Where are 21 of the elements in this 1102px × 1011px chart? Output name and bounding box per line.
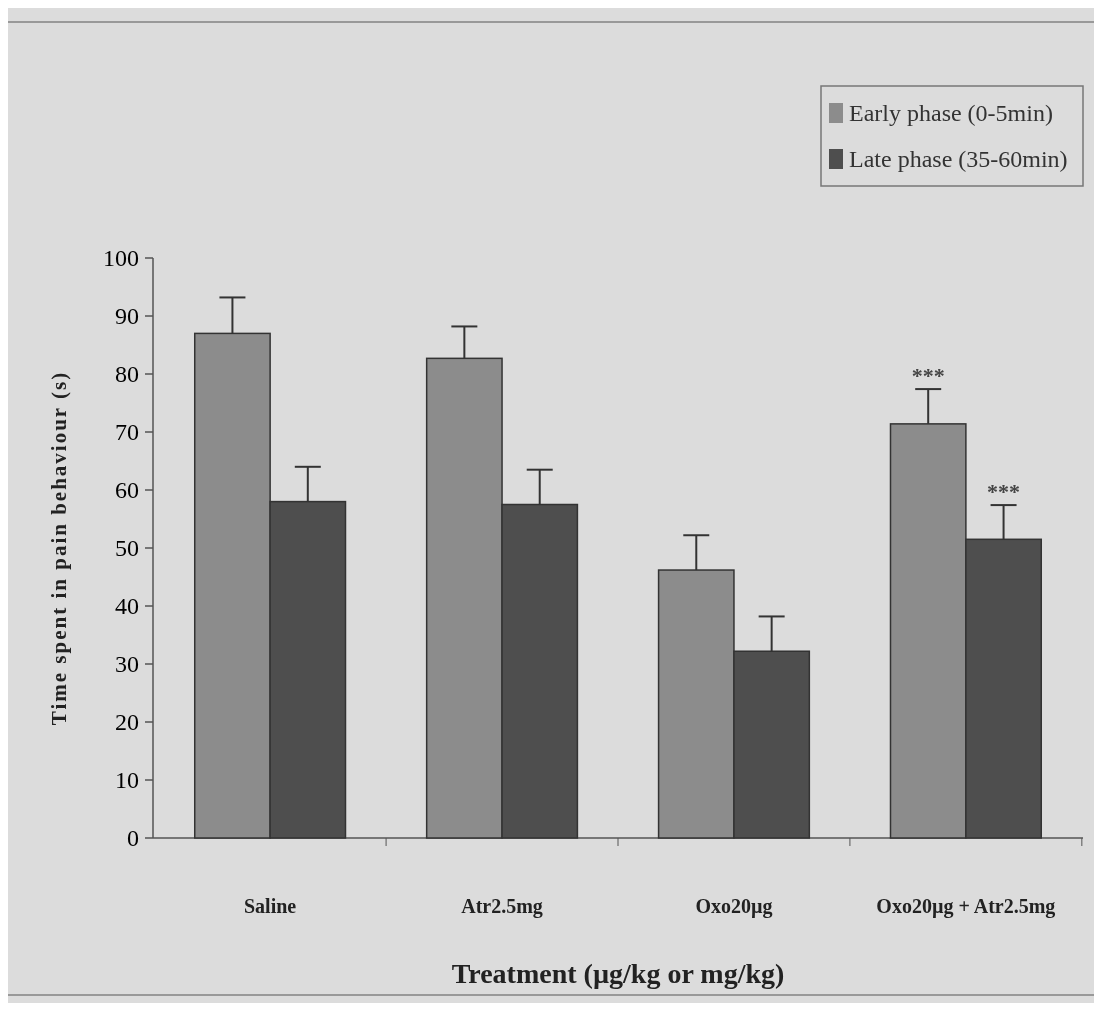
y-tick-label: 100 — [103, 245, 139, 272]
x-tick-label: Oxo20µg + Atr2.5mg — [876, 895, 1056, 918]
y-tick-label: 20 — [115, 709, 139, 736]
y-tick-label: 30 — [115, 651, 139, 678]
y-tick-label: 10 — [115, 767, 139, 794]
annotation: *** — [987, 479, 1021, 505]
y-tick-label: 70 — [115, 419, 139, 446]
y-axis-title: Time spent in pain behaviour (s) — [47, 370, 71, 726]
y-tick-label: 0 — [127, 825, 139, 852]
x-tick-label: Oxo20µg — [695, 895, 773, 918]
annotation: *** — [911, 363, 945, 389]
legend-label: Late phase (35-60min) — [849, 146, 1068, 173]
legend-label: Early phase (0-5min) — [849, 100, 1053, 127]
x-tick-label: Atr2.5mg — [461, 895, 543, 918]
y-tick-label: 60 — [115, 477, 139, 504]
y-tick-label: 50 — [115, 535, 139, 562]
y-tick-label: 90 — [115, 303, 139, 330]
y-tick-label: 40 — [115, 593, 139, 620]
x-axis-title: Treatment (µg/kg or mg/kg) — [451, 958, 785, 989]
y-tick-label: 80 — [115, 361, 139, 388]
x-tick-label: Saline — [243, 895, 297, 917]
